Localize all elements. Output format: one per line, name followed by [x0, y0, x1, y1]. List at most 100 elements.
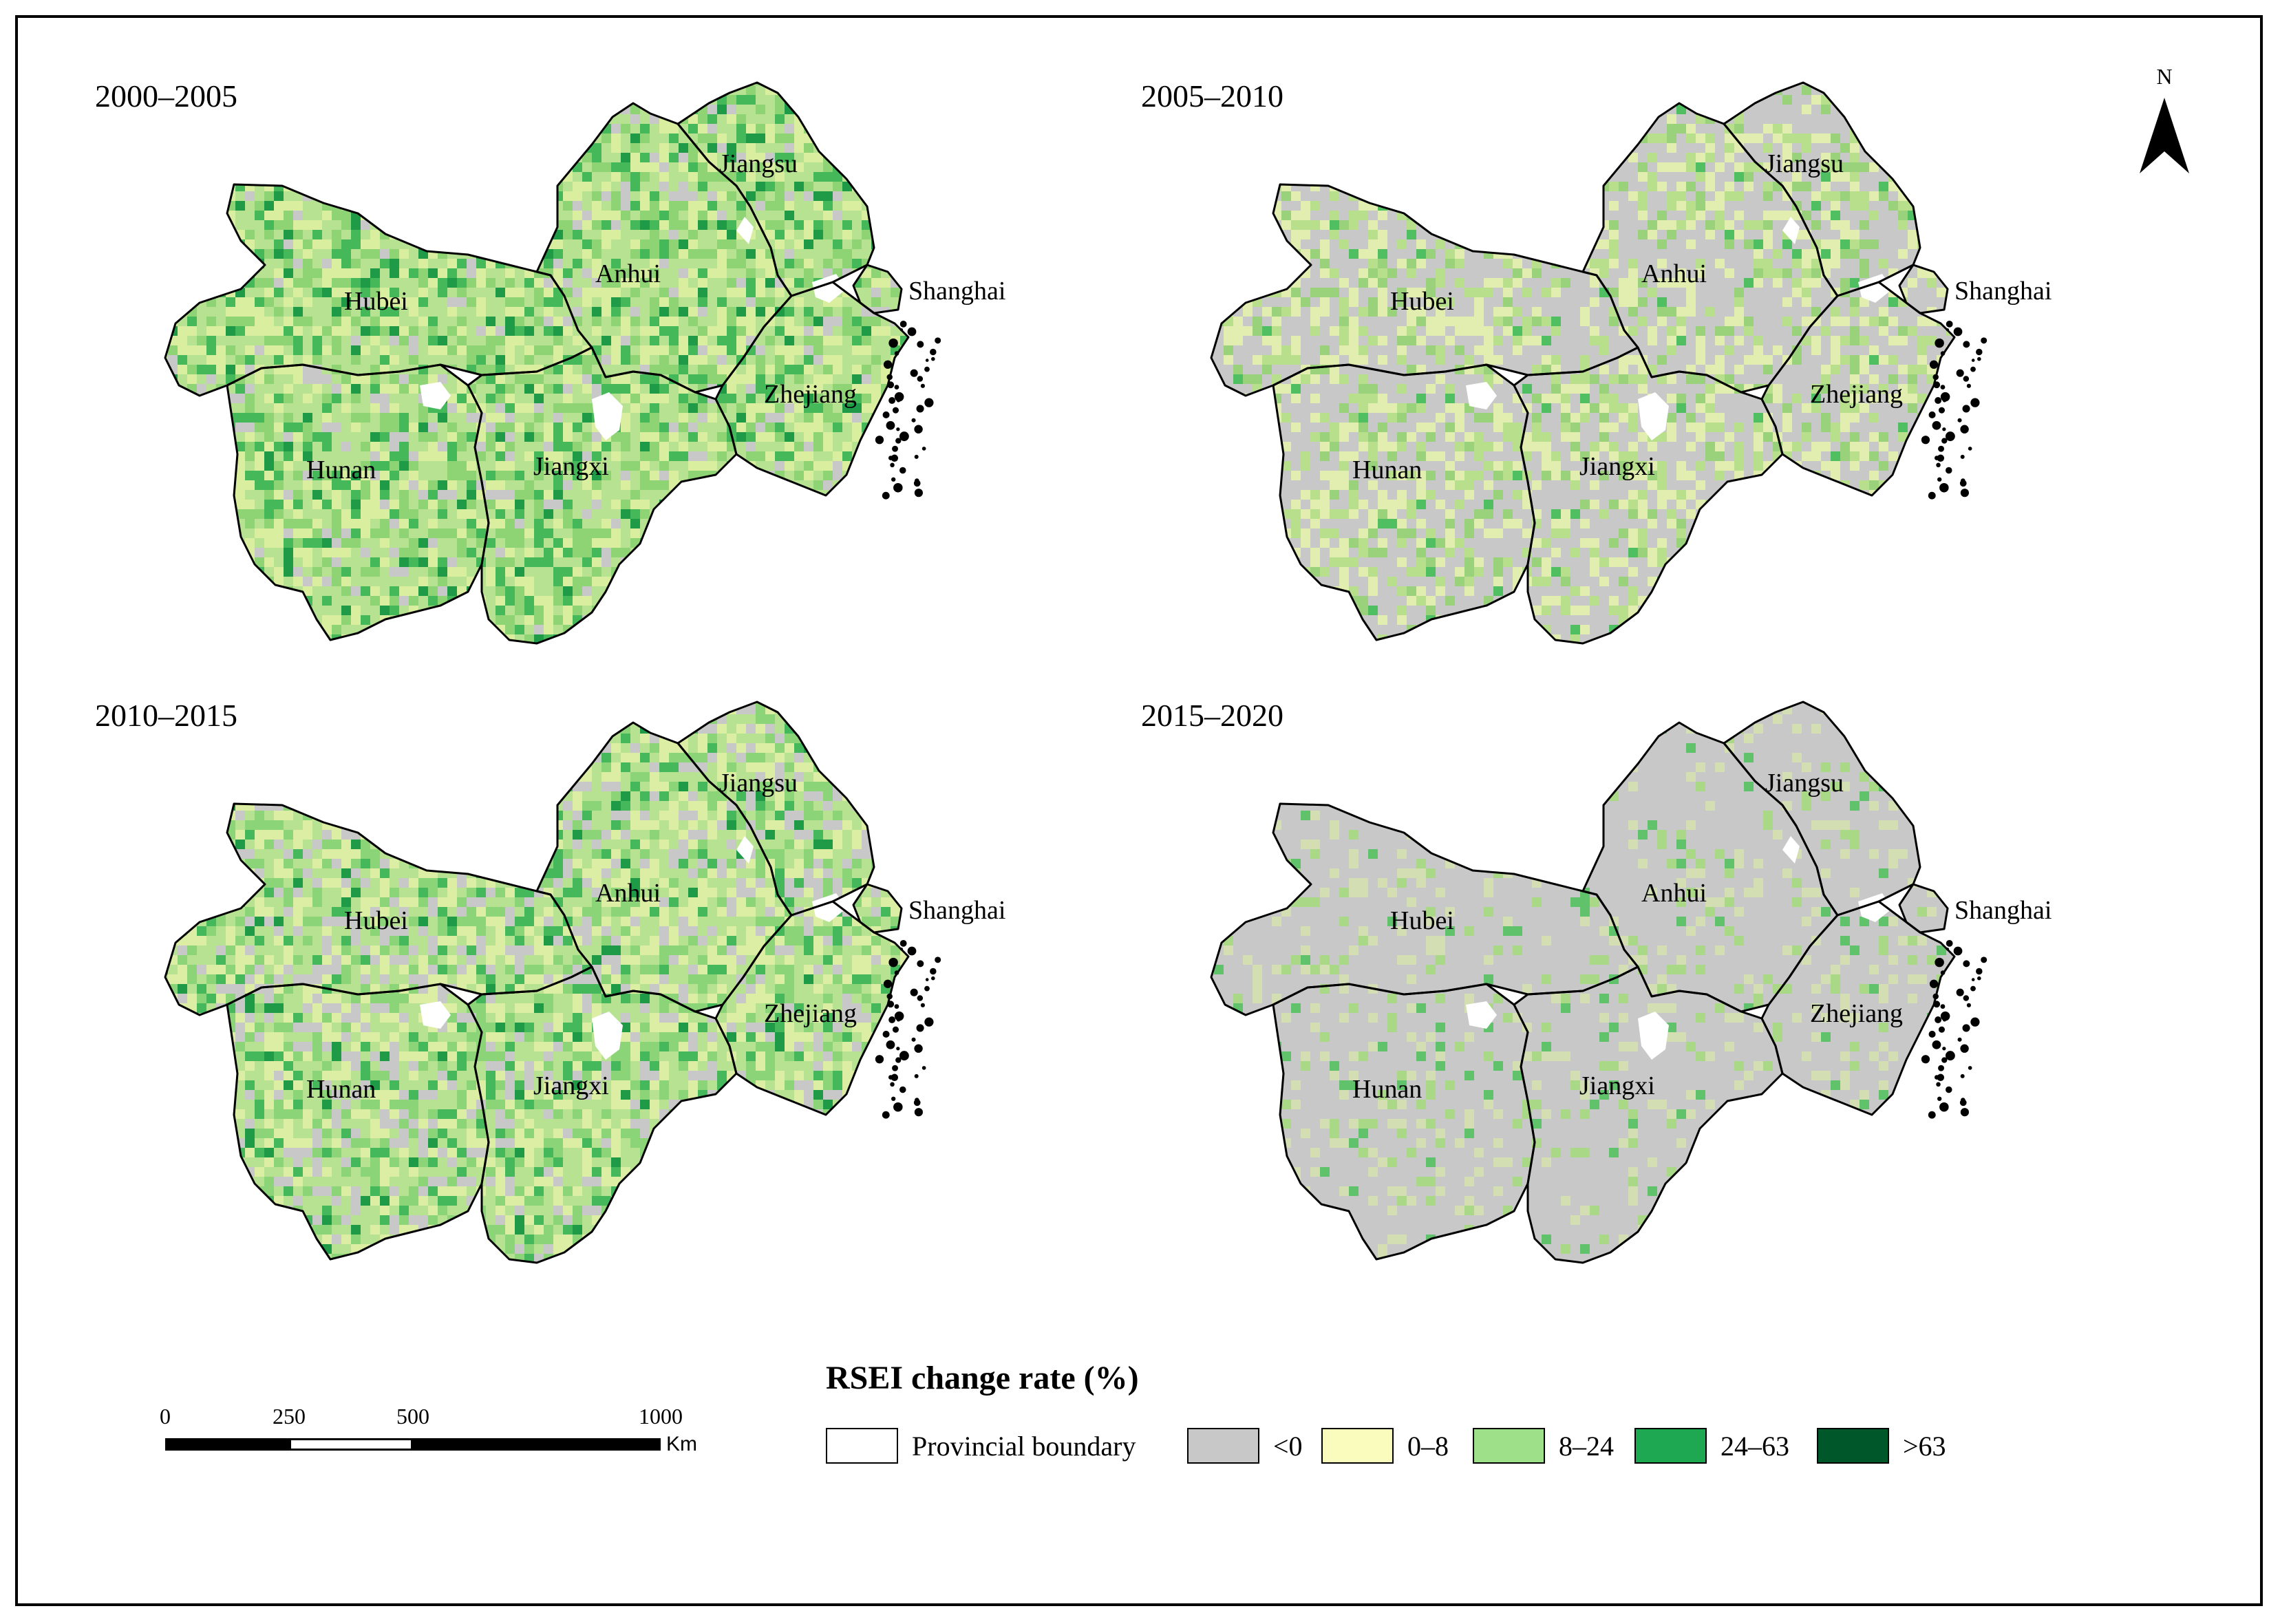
province-label-hunan: Hunan — [1352, 1075, 1422, 1104]
island — [1941, 1057, 1948, 1063]
province-label-hubei: Hubei — [344, 906, 408, 935]
boundary-hunan — [1272, 363, 1536, 641]
scale-tick-500: 500 — [396, 1404, 429, 1429]
island — [1963, 341, 1970, 348]
island — [1946, 320, 1953, 328]
island — [1977, 356, 1981, 361]
province-label-zhejiang: Zhejiang — [764, 999, 857, 1028]
island — [1956, 369, 1964, 377]
island — [1968, 1066, 1972, 1070]
rsei-raster — [1211, 83, 1954, 643]
period-title: 2015–2020 — [1141, 698, 1283, 733]
island — [1963, 960, 1970, 968]
island — [914, 1108, 923, 1117]
province-label-shanghai: Shanghai — [908, 896, 1005, 925]
north-label: N — [2156, 64, 2172, 89]
island — [1937, 454, 1945, 462]
province-label-zhejiang: Zhejiang — [764, 380, 857, 409]
island — [899, 1087, 906, 1093]
island — [935, 957, 941, 963]
island — [894, 1004, 899, 1009]
legend-swatch — [826, 1428, 898, 1464]
province-label-jiangsu: Jiangsu — [719, 149, 798, 178]
island — [924, 1017, 934, 1027]
island — [891, 477, 896, 482]
island — [895, 438, 902, 444]
island — [1957, 1037, 1962, 1042]
legend-swatch — [1187, 1428, 1259, 1464]
island — [899, 468, 906, 474]
province-label-shanghai: Shanghai — [1954, 277, 2052, 306]
island — [1966, 383, 1971, 388]
island — [1937, 1096, 1942, 1101]
island — [892, 1026, 899, 1033]
island — [1935, 397, 1942, 404]
island — [935, 337, 941, 344]
island — [1942, 427, 1946, 431]
island — [1938, 407, 1946, 414]
island — [1936, 1082, 1941, 1087]
lake — [1638, 1012, 1669, 1060]
island — [1921, 1055, 1930, 1064]
boundary-zhejiang — [714, 900, 910, 1116]
island — [1946, 939, 1953, 947]
island — [890, 1082, 895, 1087]
province-label-jiangxi: Jiangxi — [533, 452, 609, 481]
island — [895, 1057, 902, 1063]
island — [882, 1111, 890, 1119]
island — [886, 1040, 895, 1049]
province-label-jiangsu: Jiangsu — [1765, 149, 1844, 178]
boundary-shanghai — [1898, 883, 1949, 934]
legend-swatch — [1321, 1428, 1394, 1464]
boundary-hunan — [226, 363, 490, 641]
island — [1938, 1065, 1944, 1071]
boundary-jiangsu — [1723, 81, 1921, 297]
lake — [1782, 217, 1800, 244]
lake — [420, 382, 451, 409]
lake — [1466, 1001, 1497, 1029]
island — [1939, 482, 1949, 493]
island — [925, 359, 929, 362]
island — [1960, 489, 1969, 498]
lake — [736, 836, 754, 864]
period-title: 2005–2010 — [1141, 78, 1283, 114]
province-label-anhui: Anhui — [595, 259, 661, 288]
island — [1935, 957, 1944, 968]
boundary-jiangxi — [467, 346, 738, 645]
island — [931, 356, 935, 361]
island — [1953, 327, 1963, 336]
island — [1960, 1044, 1969, 1053]
legend-item-0-8: 0–8 — [1321, 1428, 1449, 1464]
island — [1970, 366, 1976, 372]
island — [1968, 447, 1972, 451]
boundary-hubei — [164, 183, 593, 397]
legend-item-lt0: <0 — [1187, 1428, 1303, 1464]
island — [1941, 438, 1948, 444]
island — [1940, 392, 1950, 402]
island — [1946, 468, 1952, 474]
lake — [812, 274, 846, 303]
island — [916, 1024, 924, 1032]
island — [899, 320, 907, 328]
scale-segment-2 — [289, 1438, 413, 1451]
island — [1970, 985, 1976, 992]
scale-unit: Km — [666, 1433, 697, 1455]
province-label-hubei: Hubei — [1390, 287, 1454, 316]
island — [1960, 454, 1965, 459]
boundary-hunan — [1272, 983, 1536, 1261]
island — [888, 338, 898, 348]
lake — [1858, 893, 1893, 922]
legend-item-24-63: 24–63 — [1634, 1428, 1789, 1464]
island — [907, 946, 917, 956]
island — [890, 462, 895, 468]
island — [1963, 995, 1970, 1001]
island — [924, 366, 930, 372]
province-label-anhui: Anhui — [1641, 259, 1707, 288]
boundary-jiangxi — [1513, 346, 1784, 645]
boundary-jiangsu — [1723, 701, 1921, 917]
island — [1937, 1073, 1945, 1082]
island — [1938, 1026, 1946, 1033]
island — [925, 978, 929, 981]
island — [1945, 1051, 1955, 1061]
island — [892, 445, 898, 452]
